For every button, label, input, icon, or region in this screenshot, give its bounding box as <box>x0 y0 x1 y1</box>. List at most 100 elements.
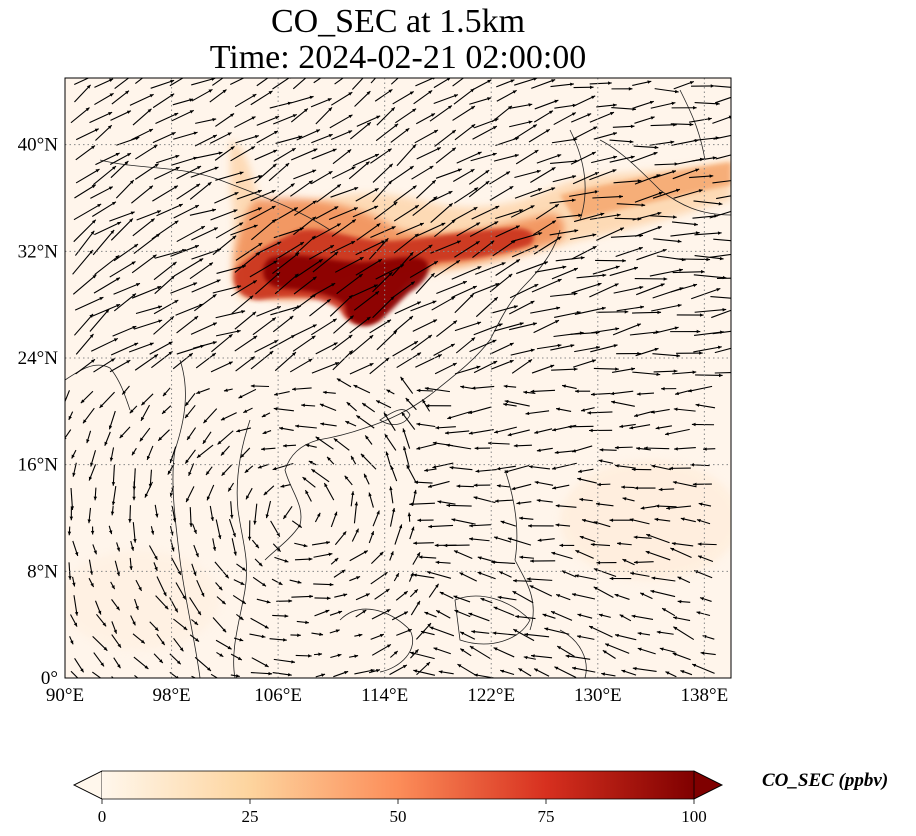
wind-arrow <box>599 448 617 452</box>
wind-arrow <box>215 222 244 239</box>
wind-arrow <box>251 539 260 549</box>
wind-arrow <box>346 401 357 412</box>
wind-arrow <box>92 635 108 652</box>
wind-arrow <box>573 126 598 140</box>
wind-arrow <box>110 218 134 241</box>
wind-arrow <box>65 390 70 403</box>
colorbar-tick-label: 100 <box>681 807 707 826</box>
wind-arrow <box>468 612 490 622</box>
wind-arrow <box>73 313 94 336</box>
wind-arrow <box>590 344 618 353</box>
wind-arrow <box>293 216 317 236</box>
wind-arrow <box>697 542 717 546</box>
wind-arrow <box>333 670 349 678</box>
wind-arrow <box>140 404 150 422</box>
wind-arrow <box>559 543 575 548</box>
wind-arrow <box>152 131 176 144</box>
wind-arrow <box>212 617 227 633</box>
wind-arrow <box>529 584 553 597</box>
wind-arrow <box>453 168 475 182</box>
wind-arrow <box>592 194 623 199</box>
wind-arrow <box>410 300 437 312</box>
wind-arrow <box>590 542 611 547</box>
wind-arrow <box>210 361 233 373</box>
wind-arrow <box>389 507 396 527</box>
wind-arrow <box>332 334 353 351</box>
wind-arrow <box>189 507 193 527</box>
wind-arrow <box>491 560 516 564</box>
x-tick-label: 98°E <box>152 685 190 706</box>
wind-arrow <box>108 410 116 430</box>
wind-arrow <box>292 387 312 391</box>
wind-arrow <box>114 78 130 90</box>
wind-arrow <box>518 667 532 677</box>
wind-arrow <box>171 506 177 523</box>
wind-arrow <box>429 626 455 637</box>
wind-arrow <box>493 536 512 543</box>
wind-arrow <box>153 562 158 572</box>
wind-arrow <box>252 576 267 587</box>
wind-arrow <box>661 607 676 617</box>
wind-arrow <box>420 630 435 636</box>
wind-arrow <box>74 84 91 103</box>
wind-arrow <box>673 81 695 90</box>
wind-arrow <box>333 315 354 334</box>
wind-arrow <box>384 433 397 451</box>
wind-arrow <box>552 484 570 490</box>
x-tick-label: 130°E <box>574 685 622 706</box>
wind-arrow <box>176 165 202 180</box>
wind-arrow <box>633 560 654 565</box>
wind-arrow <box>190 322 218 335</box>
wind-arrow <box>108 525 113 535</box>
wind-arrow <box>331 166 356 179</box>
y-tick-label: 32°N <box>18 241 59 262</box>
wind-arrow <box>654 162 679 166</box>
wind-arrow <box>86 430 92 444</box>
wind-arrow <box>611 87 633 91</box>
wind-arrow <box>459 572 478 582</box>
wind-arrow <box>609 266 639 277</box>
wind-arrow <box>691 288 721 300</box>
wind-arrow <box>313 582 334 587</box>
wind-arrow <box>530 187 556 198</box>
wind-arrow <box>430 202 453 223</box>
wind-arrow <box>715 154 731 160</box>
wind-arrow <box>172 352 194 370</box>
wind-arrow <box>93 652 105 667</box>
wind-arrow <box>234 93 257 108</box>
wind-arrow <box>295 258 323 278</box>
wind-arrow <box>257 463 270 469</box>
wind-arrow <box>577 477 597 484</box>
wind-arrow <box>457 663 477 676</box>
wind-arrow <box>417 518 434 522</box>
wind-arrow <box>596 227 625 241</box>
wind-arrow <box>469 523 492 528</box>
wind-arrow <box>157 429 170 442</box>
wind-arrow <box>171 557 182 576</box>
wind-arrow <box>591 155 618 164</box>
y-tick-label: 24°N <box>18 348 59 369</box>
wind-arrow <box>330 240 356 254</box>
wind-arrow <box>530 389 556 394</box>
wind-arrow <box>220 445 230 456</box>
wind-arrow <box>93 487 98 501</box>
wind-arrow <box>492 631 517 636</box>
wind-arrow <box>533 110 554 123</box>
wind-arrow <box>652 188 681 199</box>
wind-arrow <box>132 481 136 501</box>
wind-arrow <box>589 428 613 433</box>
wind-arrow <box>90 450 97 467</box>
wind-arrow <box>571 445 593 453</box>
wind-arrow <box>632 80 652 86</box>
wind-arrow <box>589 283 619 298</box>
wind-arrow <box>319 403 337 412</box>
map-title-line2: Time: 2024-02-21 02:00:00 <box>209 39 587 76</box>
wind-arrow <box>152 93 175 109</box>
wind-arrow <box>215 171 244 181</box>
wind-arrow <box>714 96 731 104</box>
wind-arrow <box>696 519 711 525</box>
wind-arrow <box>456 484 475 488</box>
wind-arrow <box>234 251 261 273</box>
wind-arrow <box>412 319 438 332</box>
wind-arrow <box>371 608 391 620</box>
